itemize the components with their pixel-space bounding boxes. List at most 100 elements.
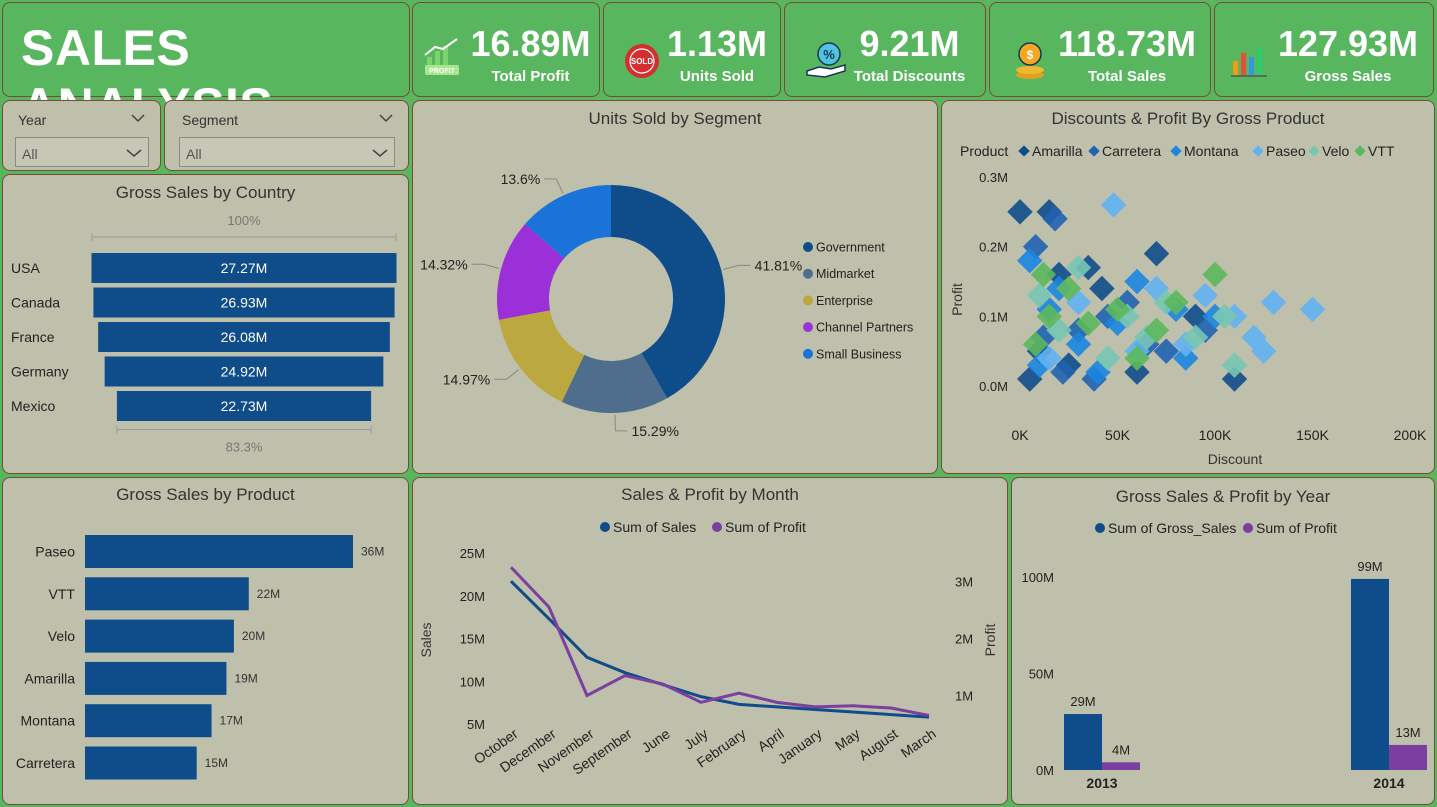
scatter-point xyxy=(1192,282,1218,309)
legend-marker xyxy=(1354,145,1366,157)
kpi-total-discounts: % 9.21M Total Discounts xyxy=(784,2,986,97)
donut-slice xyxy=(498,310,585,402)
chevron-down-icon xyxy=(126,149,142,157)
svg-text:%: % xyxy=(823,47,835,62)
chart-title: Gross Sales by Country xyxy=(115,183,296,202)
data-label: 15M xyxy=(205,756,228,770)
legend-label: Sum of Sales xyxy=(613,519,696,535)
year-slicer-label: Year xyxy=(18,112,47,128)
chevron-down-icon[interactable] xyxy=(379,113,393,123)
x-tick-label: March xyxy=(898,725,939,760)
legend-label: Sum of Profit xyxy=(725,519,806,535)
data-label: 26.93M xyxy=(221,295,268,311)
chart-title: Gross Sales by Product xyxy=(116,485,295,504)
year-bar xyxy=(1351,578,1389,770)
legend-marker xyxy=(803,268,813,279)
kpi-label: Gross Sales xyxy=(1304,68,1392,85)
legend-marker xyxy=(1308,145,1320,157)
y-tick-label: 0.1M xyxy=(979,309,1008,324)
chart-title: Discounts & Profit By Gross Product xyxy=(1051,109,1325,128)
legend-label: Small Business xyxy=(816,347,901,361)
category-label: Canada xyxy=(11,295,60,311)
legend-label: VTT xyxy=(1368,143,1395,159)
product-bar xyxy=(85,535,353,568)
x-tick-label: 150K xyxy=(1296,427,1329,443)
x-tick-label: 100K xyxy=(1199,427,1232,443)
data-label: 99M xyxy=(1357,559,1382,574)
legend-marker xyxy=(803,242,813,252)
y-tick-label: 0M xyxy=(1036,763,1054,778)
kpi-gross-sales: 127.93M Gross Sales xyxy=(1214,2,1434,97)
x-tick-label: 200K xyxy=(1394,427,1427,443)
legend-label: Velo xyxy=(1322,143,1349,159)
sold-badge-icon: SOLD xyxy=(625,44,659,78)
donut-slice xyxy=(525,185,611,259)
y-axis-title: Sales xyxy=(418,622,434,657)
leader-line xyxy=(614,414,628,432)
category-label: Carretera xyxy=(16,755,75,771)
y-tick-label: 20M xyxy=(460,589,485,604)
chevron-down-icon[interactable] xyxy=(131,113,145,123)
data-label: 14.32% xyxy=(420,256,467,272)
data-label: 19M xyxy=(234,671,257,685)
y-tick-label: 0.2M xyxy=(979,240,1008,255)
segment-dropdown[interactable]: All xyxy=(179,137,395,167)
legend-label: Paseo xyxy=(1266,143,1306,159)
scatter-point xyxy=(1202,261,1228,288)
y-tick-label: 25M xyxy=(460,546,485,561)
x-tick-label: 2014 xyxy=(1373,775,1404,791)
legend-marker xyxy=(803,295,813,306)
series-line xyxy=(509,566,930,717)
year-bar xyxy=(1389,744,1427,770)
data-label: 20M xyxy=(242,629,265,643)
discount-hand-icon: % xyxy=(806,42,846,78)
y-axis-title: Profit xyxy=(949,283,965,316)
coins-icon: $ xyxy=(1016,42,1044,79)
segment-slicer-label: Segment xyxy=(182,112,239,128)
legend-marker xyxy=(1170,145,1182,157)
x-tick-label: 0K xyxy=(1011,427,1029,443)
category-label: France xyxy=(11,329,55,345)
kpi-label: Total Discounts xyxy=(853,68,966,85)
chevron-down-icon xyxy=(372,149,388,157)
legend-marker xyxy=(1095,523,1105,533)
x-tick-label: 2013 xyxy=(1086,775,1117,791)
legend-label: Carretera xyxy=(1102,143,1161,159)
category-label: USA xyxy=(11,260,40,276)
y-tick-label: 50M xyxy=(1029,667,1054,682)
scatter-chart-panel: Discounts & Profit By Gross Product Prod… xyxy=(941,100,1435,474)
legend-marker xyxy=(1088,145,1100,157)
discount-profit-scatter-chart: Product Amarilla Carretera Montana Paseo Velo… xyxy=(949,143,1427,467)
data-label: 26.08M xyxy=(221,329,268,345)
data-label: 27.27M xyxy=(221,260,268,276)
year-dropdown[interactable]: All xyxy=(15,137,149,167)
data-label: 22.73M xyxy=(221,398,268,414)
product-chart-panel: Gross Sales by Product Paseo 36M VTT 22M Vel… xyxy=(2,477,409,805)
bar-chart-icon xyxy=(1231,47,1267,77)
month-line-chart: Sum of Sales Sum of Profit 25M 20M 15M 10M 5M 3… xyxy=(418,519,998,778)
funnel-bar xyxy=(98,322,390,352)
funnel-bar xyxy=(93,287,395,318)
kpi-label: Total Profit xyxy=(491,68,570,85)
month-chart-panel: Sales & Profit by Month Sum of Sales Sum … xyxy=(412,477,1008,805)
year-bar xyxy=(1064,714,1102,770)
y-tick-label: 0.0M xyxy=(979,379,1008,394)
category-label: VTT xyxy=(49,586,76,602)
legend-label: Montana xyxy=(1184,143,1239,159)
leader-line xyxy=(494,369,520,380)
data-label: 13.6% xyxy=(501,171,541,187)
data-label: 14.97% xyxy=(443,371,490,387)
chart-title: Gross Sales & Profit by Year xyxy=(1115,487,1331,506)
legend-label: Enterprise xyxy=(816,294,873,308)
donut-slice xyxy=(561,352,668,413)
data-label: 17M xyxy=(220,714,243,728)
chart-title: Units Sold by Segment xyxy=(588,109,762,128)
data-label: 24.92M xyxy=(221,364,268,380)
category-label: Paseo xyxy=(35,544,75,560)
legend-label: Channel Partners xyxy=(816,321,913,335)
y-tick-label: 15M xyxy=(460,632,485,647)
product-bar-chart: Paseo 36M VTT 22M Velo 20M Amarilla 19M Montana 1… xyxy=(16,535,384,780)
year-chart-panel: Gross Sales & Profit by Year Sum of Gros… xyxy=(1011,477,1435,805)
kpi-units-sold: SOLD 1.13M Units Sold xyxy=(603,2,781,97)
kpi-value: 1.13M xyxy=(666,23,768,64)
